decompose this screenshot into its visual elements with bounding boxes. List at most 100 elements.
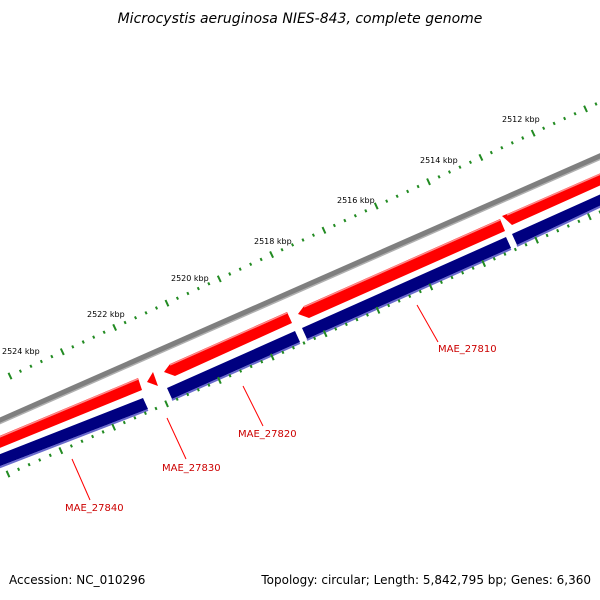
scale-tick <box>228 272 232 276</box>
scale-tick <box>175 397 179 401</box>
leader-line <box>416 304 439 343</box>
scale-tick <box>365 313 369 317</box>
scale-tick <box>468 160 473 165</box>
gene-arrow[interactable] <box>164 312 292 376</box>
reverse-feature-block[interactable] <box>0 398 148 470</box>
gene-leader-lines <box>71 304 439 501</box>
genome-summary-text: Topology: circular; Length: 5,842,795 bp… <box>261 573 591 587</box>
scale-tick <box>573 111 577 116</box>
scale-tick <box>112 323 118 332</box>
gene-arrow[interactable] <box>147 372 158 386</box>
scale-tick <box>373 202 379 210</box>
scale-tick <box>71 345 75 349</box>
scale-tick <box>18 369 23 373</box>
scale-tick <box>154 406 158 411</box>
scale-tick <box>5 470 11 478</box>
scale-tick <box>461 271 465 275</box>
scale-tick <box>196 286 200 291</box>
scale-tick <box>542 126 546 131</box>
scale-label: 2524 kbp <box>2 347 40 356</box>
scale-tick <box>583 105 588 113</box>
scale-tick <box>217 376 222 385</box>
scale-tick <box>144 311 148 315</box>
scale-tick <box>534 236 539 244</box>
scale-tick <box>280 247 284 252</box>
scale-tick <box>471 266 475 270</box>
scale-tick <box>513 247 517 252</box>
scale-tick <box>478 153 484 162</box>
gene-label[interactable]: MAE_27810 <box>438 344 497 355</box>
scale-tick <box>133 315 138 320</box>
scale-tick <box>259 257 263 262</box>
scale-tick <box>207 383 211 387</box>
scale-tick <box>269 250 275 259</box>
scale-tick <box>450 275 454 280</box>
scale-tick <box>80 439 84 444</box>
scale-tick <box>186 291 190 296</box>
scale-tick <box>102 330 106 335</box>
scale-tick <box>111 423 117 431</box>
scale-tick <box>91 434 95 439</box>
scale-tick <box>481 259 487 268</box>
scale-tick <box>418 289 422 294</box>
leader-line <box>242 385 264 427</box>
scale-tick <box>437 175 441 179</box>
scale-tick <box>164 400 169 408</box>
reverse-feature-block[interactable] <box>302 237 511 339</box>
gene-arrow[interactable] <box>298 219 505 318</box>
scale-tick <box>260 359 264 364</box>
scale-tick <box>530 129 536 137</box>
gene-feature-track <box>0 169 600 452</box>
scale-tick <box>321 226 327 234</box>
scale-tick <box>594 102 598 106</box>
scale-tick <box>524 242 528 247</box>
scale-tick <box>343 218 347 223</box>
scale-tick <box>290 243 295 247</box>
scale-tick <box>587 213 592 221</box>
backbone-ring <box>0 153 600 425</box>
scale-tick <box>563 116 567 121</box>
scale-tick <box>228 373 232 378</box>
scale-tick <box>426 178 431 186</box>
gene-label[interactable]: MAE_27820 <box>238 429 297 440</box>
scale-tick <box>291 345 295 350</box>
scale-tick <box>154 306 159 310</box>
scale-tick <box>81 340 85 344</box>
scale-tick <box>39 359 43 364</box>
reverse-feature-block[interactable] <box>167 331 300 399</box>
scale-tick <box>59 348 65 356</box>
gene-arrow[interactable] <box>0 378 142 452</box>
scale-tick <box>123 320 127 325</box>
inner-scale-ticks <box>5 210 600 478</box>
scale-tick <box>48 453 52 458</box>
leader-line <box>166 417 187 460</box>
scale-tick <box>521 136 525 140</box>
scale-tick <box>566 224 570 228</box>
scale-tick <box>7 372 13 380</box>
scale-tick <box>322 329 328 338</box>
scale-tick <box>344 322 348 327</box>
scale-tick <box>556 228 560 233</box>
scale-tick <box>302 341 306 345</box>
scale-tick <box>447 170 452 174</box>
scale-tick <box>313 336 317 341</box>
scale-tick <box>133 416 137 420</box>
gene-label[interactable]: MAE_27830 <box>162 463 221 474</box>
scale-tick <box>216 275 222 283</box>
scale-tick <box>503 252 507 256</box>
genome-title: Microcystis aeruginosa NIES-843, complet… <box>118 11 483 27</box>
gene-label[interactable]: MAE_27840 <box>65 503 124 514</box>
reverse-feature-block[interactable] <box>512 190 600 245</box>
scale-label: 2516 kbp <box>337 196 375 205</box>
scale-tick <box>69 444 73 448</box>
leader-line <box>71 458 91 501</box>
scale-tick <box>492 257 496 261</box>
scale-tick <box>500 145 504 150</box>
gene-arrow[interactable] <box>502 169 600 225</box>
accession-text: Accession: NC_010296 <box>9 573 146 587</box>
scale-labels: 2512 kbp 2514 kbp 2516 kbp 2518 kbp 2520… <box>2 115 540 356</box>
scale-tick <box>428 283 434 291</box>
scale-label: 2518 kbp <box>254 237 292 246</box>
scale-tick <box>332 223 336 228</box>
scale-tick <box>355 317 359 322</box>
